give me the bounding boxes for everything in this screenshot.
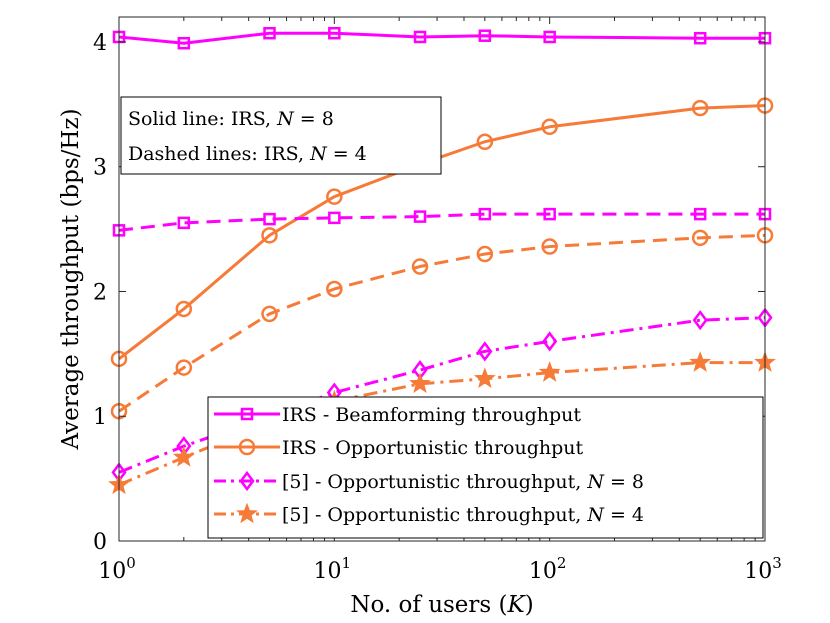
series-line (118, 233, 766, 413)
series-3 (110, 227, 774, 420)
data-point (473, 367, 496, 389)
data-point (413, 30, 427, 44)
legend-label: IRS - Beamforming throughput (282, 404, 581, 426)
data-point (177, 36, 191, 50)
data-point (177, 216, 191, 230)
data-point (691, 99, 709, 117)
data-point (172, 445, 195, 467)
data-point (691, 229, 709, 247)
x-axis-label: No. of users (K) (350, 592, 533, 618)
data-point (175, 300, 193, 318)
data-point (409, 372, 431, 394)
legend-label: [5] - Opportunistic throughput, N = 4 (282, 504, 644, 526)
axis-layer: 0 1 2 3 4 100 101 102 103 (93, 17, 782, 584)
legend: IRS - Beamforming throughput IRS - Opport… (207, 396, 764, 539)
x-tick-label: 100 (98, 554, 136, 584)
y-axis-label: Average throughput (bps/Hz) (58, 108, 84, 450)
data-point (476, 245, 494, 263)
data-point (328, 211, 341, 225)
series-line (118, 31, 765, 45)
data-point (689, 351, 712, 372)
data-point (263, 26, 276, 40)
x-tick-label: 101 (314, 554, 352, 584)
data-point (693, 207, 707, 221)
data-point (413, 210, 427, 223)
x-tick-label: 103 (744, 554, 782, 584)
x-tick-label: 102 (529, 554, 567, 584)
series-0 (112, 26, 772, 50)
y-tick-label: 2 (93, 280, 107, 305)
data-point (478, 29, 492, 42)
series-line (118, 212, 765, 232)
annotation-frame (120, 96, 442, 175)
data-point (326, 188, 343, 205)
data-point (326, 280, 343, 298)
legend-frame (207, 396, 764, 539)
data-point (693, 31, 707, 45)
legend-label: IRS - Opportunistic throughput (282, 437, 584, 459)
data-point (478, 207, 492, 221)
data-point (542, 331, 558, 352)
y-tick-label: 1 (93, 405, 107, 430)
data-point (538, 361, 561, 382)
annotation-box: Solid line: IRS, N = 8 Dashed lines: IRS… (120, 96, 442, 175)
data-point (263, 212, 276, 226)
y-tick-label: 3 (93, 156, 107, 181)
annotation-line-n4: Dashed lines: IRS, N = 4 (128, 143, 367, 165)
plot-frame (118, 16, 766, 542)
legend-entry-0: IRS - Beamforming throughput (214, 404, 581, 426)
data-point (261, 227, 278, 244)
legend-label: [5] - Opportunistic throughput, N = 8 (282, 471, 644, 493)
data-point (477, 341, 493, 362)
y-tick-label: 4 (93, 31, 107, 56)
data-point (411, 258, 429, 275)
legend-entries: IRS - Beamforming throughput IRS - Opport… (214, 404, 644, 526)
legend-marker (238, 438, 256, 456)
data-point (175, 359, 193, 376)
data-point (543, 207, 556, 221)
data-point (328, 26, 341, 40)
data-point (543, 30, 556, 44)
data-point (692, 310, 708, 331)
legend-entry-3: [5] - Opportunistic throughput, N = 4 (214, 502, 644, 526)
legend-marker (239, 470, 255, 492)
data-point (541, 238, 558, 255)
legend-entry-1: IRS - Opportunistic throughput (214, 437, 584, 459)
y-tick-label: 0 (93, 530, 107, 555)
legend-marker (240, 407, 254, 421)
legend-entry-2: [5] - Opportunistic throughput, N = 8 (214, 470, 644, 493)
data-point (476, 133, 494, 151)
data-point (261, 305, 278, 323)
data-point (541, 118, 558, 136)
legend-marker (236, 502, 258, 524)
annotation-line-n8: Solid line: IRS, N = 8 (128, 108, 334, 130)
